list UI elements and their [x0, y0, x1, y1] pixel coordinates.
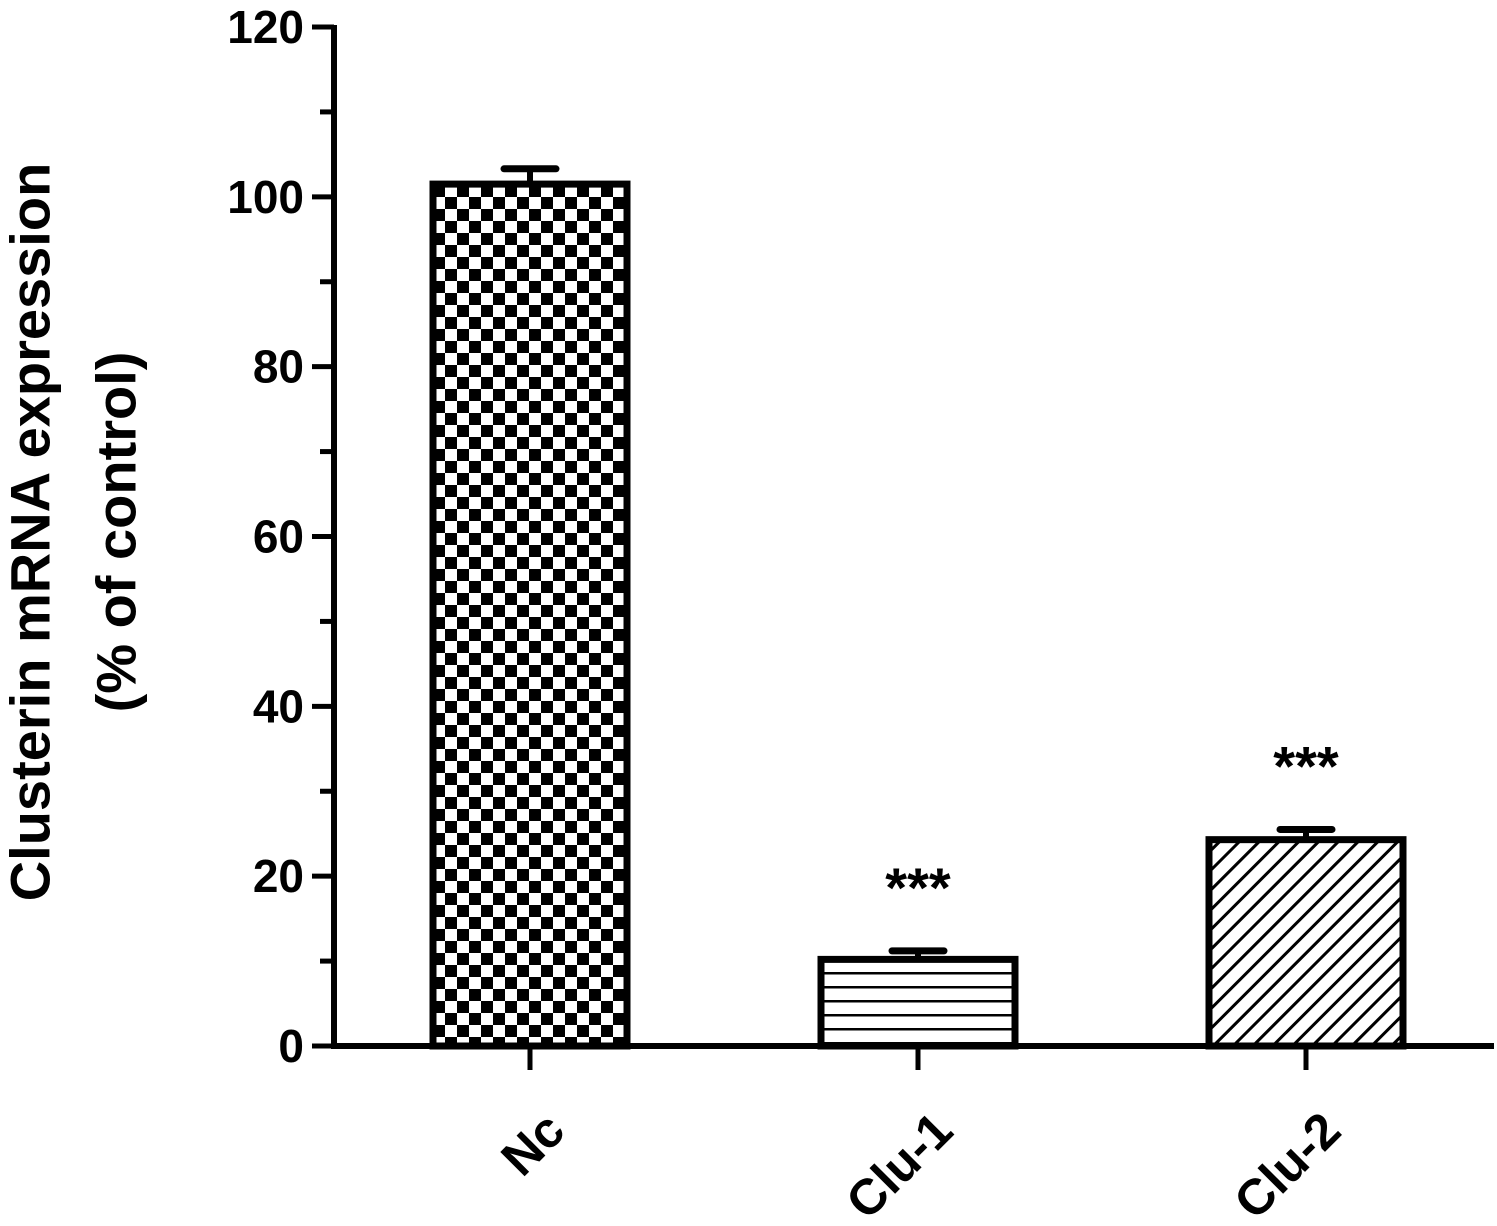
y-axis: 0 20 40 60 80 100 120 — [227, 1, 337, 1072]
x-category-label: Nc — [490, 1102, 575, 1187]
bar-clu-1 — [817, 955, 1019, 1050]
y-tick-label: 80 — [253, 341, 304, 393]
y-tick-label: 100 — [227, 171, 304, 223]
y-tick-label: 20 — [253, 850, 304, 902]
y-axis-label: Clusterin mRNA expression (% of control) — [0, 163, 148, 902]
significance-markers: *** *** — [885, 734, 1339, 918]
y-tick-label: 0 — [278, 1020, 304, 1072]
y-tick-label: 40 — [253, 680, 304, 732]
y-tick-label: 120 — [227, 1, 304, 53]
x-axis: Nc Clu-1 Clu-2 — [331, 1043, 1494, 1226]
bar-nc — [429, 180, 631, 1050]
x-category-label: Clu-1 — [835, 1102, 963, 1226]
y-axis-label-line: (% of control) — [85, 352, 148, 713]
y-axis-label-line: Clusterin mRNA expression — [0, 163, 62, 902]
error-bars — [500, 165, 1336, 960]
x-category-label: Clu-2 — [1223, 1102, 1351, 1226]
significance-marker: *** — [885, 856, 951, 919]
bar-clu-2 — [1205, 836, 1407, 1050]
significance-marker: *** — [1273, 734, 1339, 797]
y-tick-label: 60 — [253, 511, 304, 563]
